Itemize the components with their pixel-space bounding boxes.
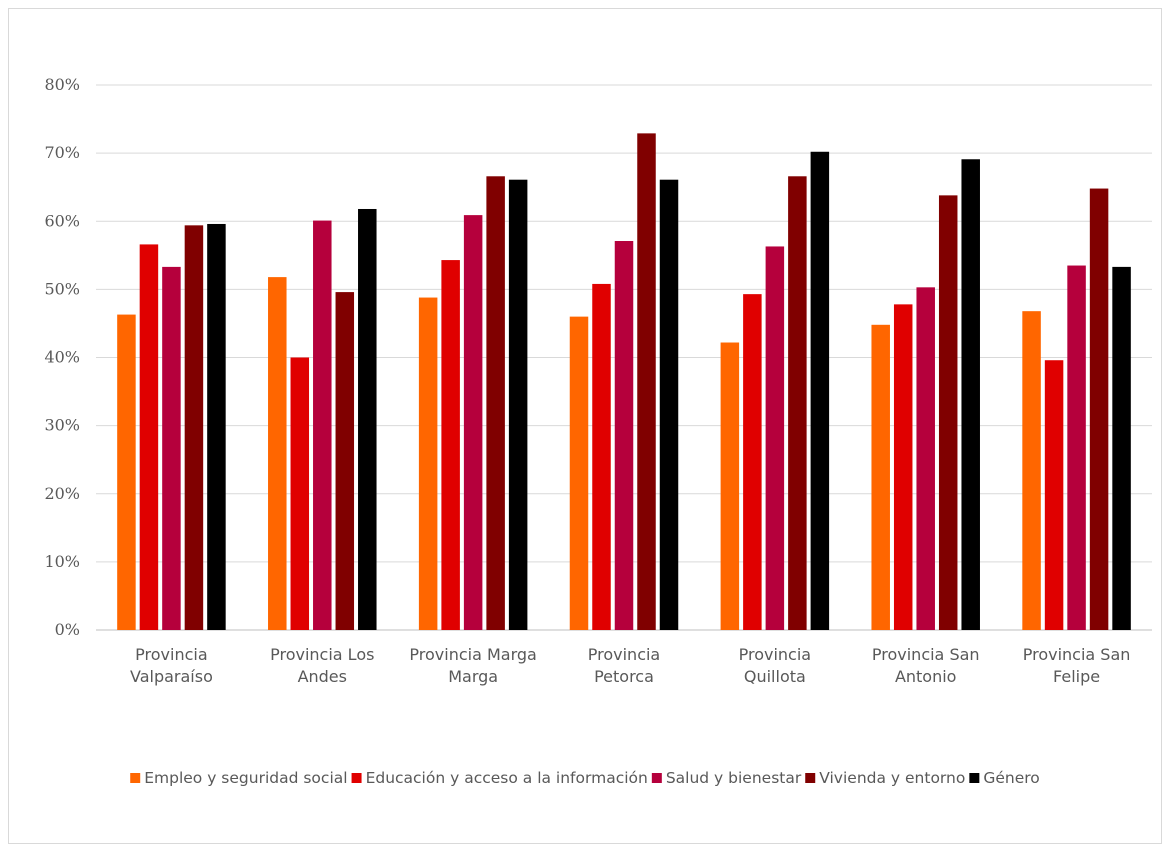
bar — [139, 244, 159, 630]
bar — [637, 133, 656, 630]
x-tick-label: Provincia Quillota — [739, 645, 811, 686]
y-tick-label: 60% — [44, 211, 80, 230]
y-tick-label: 10% — [44, 552, 80, 571]
legend-label: Género — [983, 769, 1039, 787]
bar — [508, 179, 528, 630]
bar — [893, 304, 913, 630]
bar — [268, 277, 287, 630]
legend-swatch — [969, 773, 980, 783]
legend-swatch — [805, 773, 816, 783]
legend-label: Salud y bienestar — [666, 769, 802, 787]
legend-label: Vivienda y entorno — [819, 769, 965, 787]
legend-swatch — [351, 773, 362, 783]
bar — [463, 215, 483, 630]
y-tick-label: 30% — [44, 416, 80, 435]
legend: Empleo y seguridad social Educación y acc… — [130, 769, 1040, 787]
bar — [486, 176, 505, 630]
bar — [1022, 311, 1041, 630]
bar — [1067, 265, 1086, 630]
bars — [117, 133, 1131, 631]
bar — [765, 246, 785, 631]
bar — [592, 283, 611, 630]
y-tick-label: 40% — [44, 348, 80, 367]
bar — [290, 357, 310, 630]
y-tick-label: 20% — [44, 484, 80, 503]
y-tick-label: 70% — [44, 143, 80, 162]
bar — [313, 220, 332, 630]
x-tick-label: Provincia Los Andes — [270, 645, 374, 686]
legend-label: Educación y acceso a la información — [366, 769, 648, 787]
bar — [418, 297, 438, 630]
bar — [788, 176, 807, 630]
bar — [916, 287, 935, 630]
legend-swatch — [651, 773, 662, 783]
x-tick-label: Provincia San Antonio — [872, 645, 980, 686]
bar — [938, 195, 958, 631]
y-tick-label: 0% — [55, 620, 80, 639]
bar — [335, 292, 355, 630]
bar — [720, 342, 740, 630]
bar — [961, 159, 980, 630]
y-tick-label: 80% — [44, 75, 80, 94]
bar — [1089, 188, 1109, 631]
bar — [184, 225, 204, 630]
bar — [743, 294, 762, 630]
bar — [659, 179, 679, 630]
bar — [358, 208, 377, 631]
bar — [871, 324, 890, 630]
x-axis: Provincia Valparaíso Provincia Los Andes Pro… — [130, 645, 1130, 686]
bar — [117, 314, 136, 630]
bar — [614, 241, 634, 630]
bar — [162, 266, 181, 630]
bar — [441, 260, 460, 630]
bar — [1044, 360, 1064, 630]
legend-label: Empleo y seguridad social — [144, 769, 347, 787]
bar — [1112, 266, 1131, 630]
y-axis: 0% 10% 20% 30% 40% 50% 60% 70% 80% — [44, 75, 80, 639]
x-tick-label: Provincia Valparaíso — [130, 645, 213, 686]
bar — [810, 151, 830, 630]
legend-swatch — [130, 773, 141, 783]
bar — [569, 316, 589, 630]
x-tick-label: Provincia Marga Marga — [409, 645, 536, 686]
y-tick-label: 50% — [44, 279, 80, 298]
x-tick-label: Provincia San Felipe — [1023, 645, 1131, 686]
x-tick-label: Provincia Petorca — [588, 645, 660, 686]
bar — [207, 223, 226, 630]
